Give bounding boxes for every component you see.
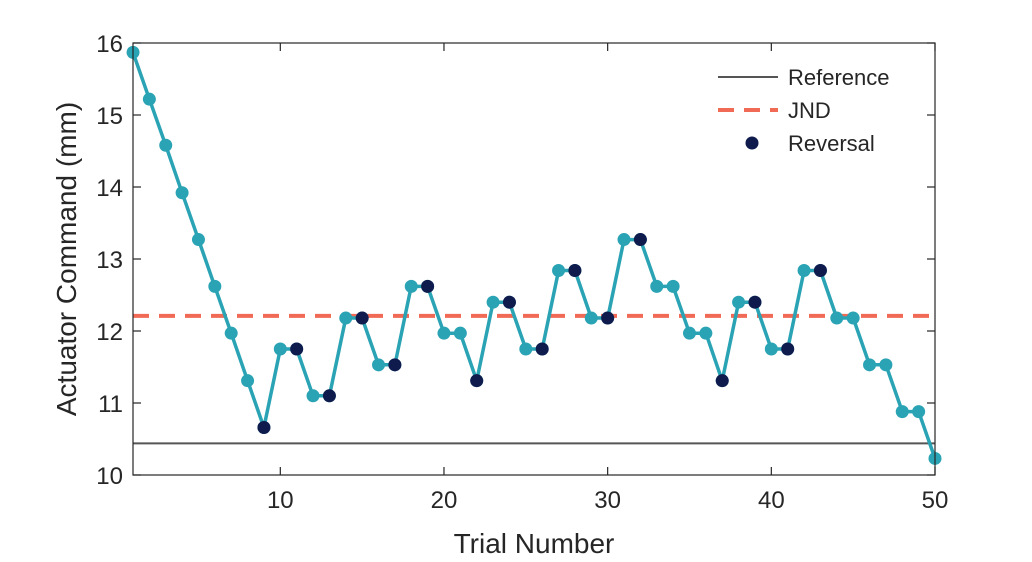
x-tick-label: 10 <box>267 487 294 514</box>
reversal-point <box>257 420 271 434</box>
y-tick-label: 15 <box>96 103 123 130</box>
series-point <box>372 358 386 372</box>
series-point <box>764 342 778 356</box>
reversal-point <box>322 389 336 403</box>
series-point <box>912 405 926 419</box>
y-axis-label: Actuator Command (mm) <box>51 102 82 416</box>
series-point <box>650 279 664 293</box>
reversal-point <box>813 264 827 278</box>
series-point <box>666 279 680 293</box>
reversal-point <box>535 342 549 356</box>
reversal-point <box>748 295 762 309</box>
series-point <box>895 405 909 419</box>
reversal-point <box>470 374 484 388</box>
series-point <box>617 233 631 247</box>
series-point <box>699 326 713 340</box>
series-line <box>131 51 937 459</box>
y-tick-label: 13 <box>96 247 123 274</box>
series-point <box>191 233 205 247</box>
legend-label: Reversal <box>788 131 875 156</box>
series-point <box>732 295 746 309</box>
y-tick-label: 12 <box>96 319 123 346</box>
series-point <box>273 342 287 356</box>
legend-reversal-swatch <box>745 136 759 150</box>
x-tick-label: 30 <box>594 487 621 514</box>
series-point <box>339 311 353 325</box>
series-point <box>437 326 451 340</box>
y-tick-label: 10 <box>96 463 123 490</box>
series-point <box>159 138 173 152</box>
series-point <box>175 186 189 200</box>
reversal-layer <box>257 233 827 434</box>
series-point <box>404 279 418 293</box>
reversal-point <box>421 279 435 293</box>
x-axis-label: Trial Number <box>454 528 615 559</box>
series-point <box>142 92 156 106</box>
y-tick-label: 14 <box>96 175 123 202</box>
reversal-point <box>601 311 615 325</box>
series-point <box>584 311 598 325</box>
reference-lines-layer <box>133 313 935 445</box>
x-tick-label: 50 <box>922 487 949 514</box>
reversal-point <box>290 342 304 356</box>
reversal-point <box>633 233 647 247</box>
series-point <box>797 264 811 278</box>
series-point <box>846 311 860 325</box>
x-tick-label: 20 <box>431 487 458 514</box>
series-point <box>306 389 320 403</box>
legend: Reference JND Reversal <box>718 65 890 156</box>
y-tick-label: 11 <box>98 391 123 418</box>
axes-layer: 10 20 30 40 50 10 11 12 13 14 15 16 Trial Number Actu… <box>51 31 948 559</box>
series-point <box>241 374 255 388</box>
legend-label: Reference <box>788 65 890 90</box>
series-point <box>224 326 238 340</box>
series-point <box>879 358 893 372</box>
reversal-point <box>781 342 795 356</box>
reversal-point <box>355 311 369 325</box>
series-point <box>486 295 500 309</box>
reversal-point <box>388 358 402 372</box>
series-point <box>519 342 533 356</box>
reversal-point <box>568 264 582 278</box>
series-point <box>552 264 566 278</box>
series-point <box>208 279 222 293</box>
series-point <box>453 326 467 340</box>
x-tick-label: 40 <box>758 487 785 514</box>
series-point <box>863 358 877 372</box>
reversal-point <box>502 295 516 309</box>
series-point <box>682 326 696 340</box>
series-point <box>830 311 844 325</box>
y-tick-label: 16 <box>96 31 123 58</box>
legend-label: JND <box>788 98 831 123</box>
reversal-point <box>715 374 729 388</box>
